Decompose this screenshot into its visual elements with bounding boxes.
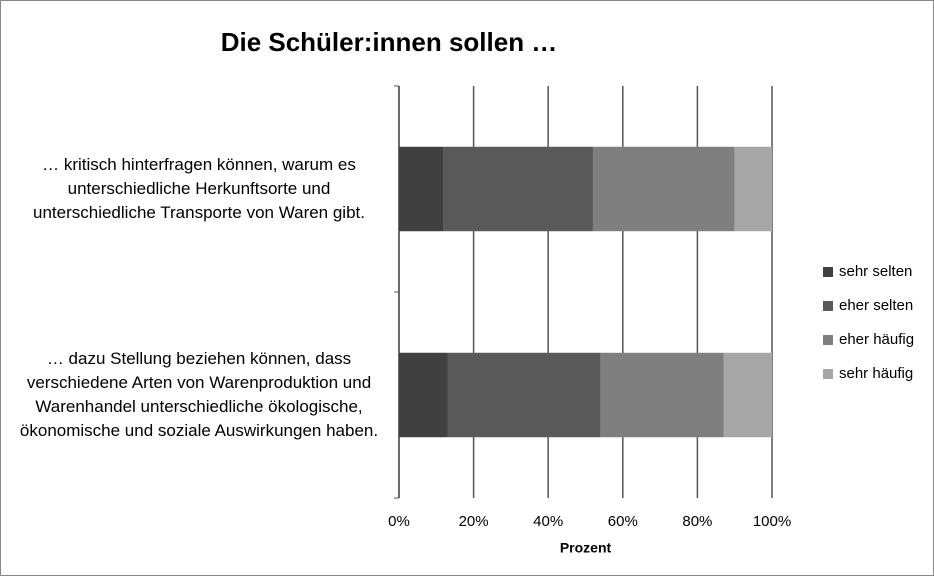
legend-swatch [823, 301, 833, 311]
legend-swatch [823, 267, 833, 277]
legend-swatch [823, 335, 833, 345]
chart-title: Die Schüler:innen sollen … [220, 27, 558, 57]
x-tick-label: 80% [682, 513, 712, 530]
bar-segment [443, 146, 593, 232]
x-axis-label: Prozent [560, 540, 612, 556]
bar-segment [723, 352, 772, 438]
x-tick-label: 40% [533, 513, 563, 530]
bar-segment [399, 352, 448, 438]
category-label: … dazu Stellung beziehen können, dass ve… [19, 349, 379, 440]
x-tick-label: 20% [459, 513, 489, 530]
x-tick-label: 0% [388, 513, 410, 530]
bar-segment [447, 352, 601, 438]
bar-segment [734, 146, 772, 232]
legend-label: sehr selten [839, 263, 912, 280]
bar-segment [399, 146, 444, 232]
category-label: … kritisch hinterfragen können, warum es… [33, 155, 365, 222]
legend-label: eher selten [839, 297, 913, 314]
bar-segment [600, 352, 724, 438]
bar-segment [592, 146, 735, 232]
legend-swatch [823, 369, 833, 379]
x-tick-label: 100% [753, 513, 791, 530]
x-tick-label: 60% [608, 513, 638, 530]
legend-label: eher häufig [839, 331, 914, 348]
legend-label: sehr häufig [839, 365, 913, 382]
